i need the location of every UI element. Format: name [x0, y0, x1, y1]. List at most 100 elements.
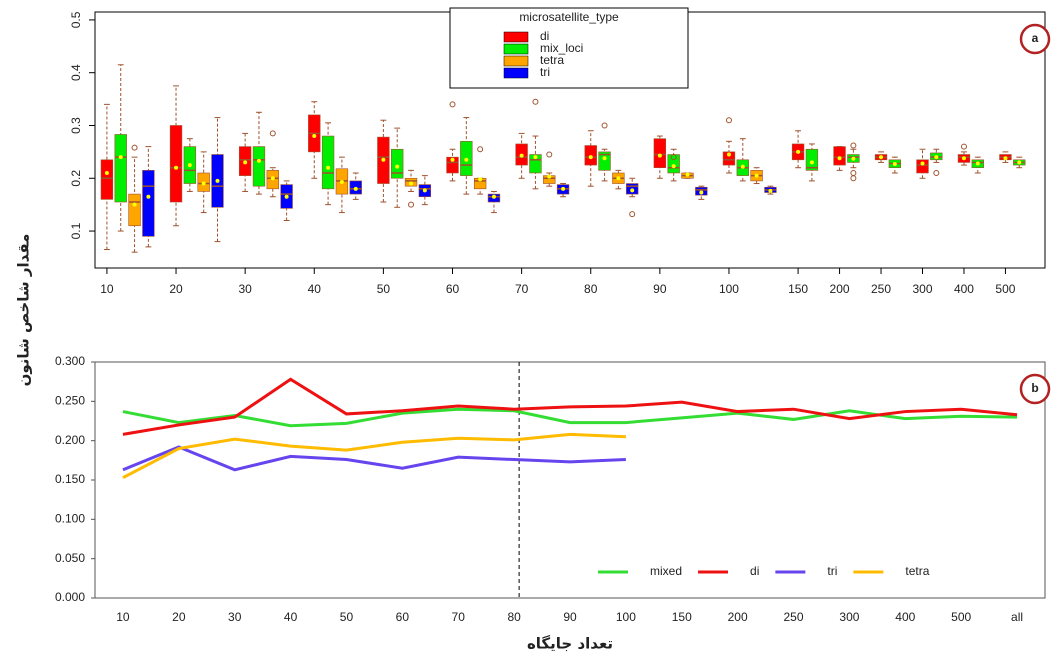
outlier — [850, 142, 857, 149]
x-tick-label: 10 — [100, 282, 114, 296]
badge: b — [1031, 381, 1038, 395]
x-tick-label: 500 — [995, 282, 1015, 296]
legend-swatch — [503, 55, 529, 67]
mean-point — [284, 194, 289, 199]
x-tick-label: 40 — [284, 610, 298, 624]
mean-point — [215, 178, 220, 183]
mean-point — [851, 156, 856, 161]
x-tick-label: 300 — [912, 282, 932, 296]
x-tick-label: 60 — [396, 610, 410, 624]
x-tick-label: 400 — [895, 610, 915, 624]
mean-point — [754, 173, 759, 178]
mean-point — [187, 163, 192, 168]
mean-point — [740, 164, 745, 169]
box — [833, 146, 846, 166]
box — [529, 154, 542, 174]
line-series — [122, 377, 1018, 436]
mean-point — [699, 190, 704, 195]
line-series — [122, 432, 626, 479]
y-tick-label: 0.2 — [69, 170, 83, 187]
mean-point — [809, 160, 814, 165]
y-tick-label: 0.4 — [69, 64, 83, 81]
x-tick-label: 150 — [672, 610, 692, 624]
x-tick-label: 60 — [446, 282, 460, 296]
x-tick-label: 70 — [452, 610, 466, 624]
outlier — [532, 98, 539, 105]
box — [252, 146, 266, 187]
mean-point — [450, 157, 455, 162]
line-series — [122, 407, 1018, 428]
outlier — [477, 146, 484, 153]
x-tick-label: 10 — [116, 610, 130, 624]
outlier — [449, 101, 456, 108]
mean-point — [409, 181, 414, 186]
badge-circle — [1019, 373, 1051, 405]
mean-point — [104, 170, 109, 175]
outlier — [960, 143, 967, 150]
y-tick-label: 0.250 — [55, 394, 85, 408]
mean-point — [934, 155, 939, 160]
outlier — [601, 122, 608, 129]
x-tick-label: 20 — [169, 282, 183, 296]
box — [598, 151, 611, 171]
y-tick-label: 0.3 — [69, 117, 83, 134]
x-tick-label: 90 — [653, 282, 667, 296]
x-tick-label: 50 — [377, 282, 391, 296]
outlier — [269, 130, 276, 137]
box — [722, 151, 736, 166]
legend-label: di — [750, 564, 759, 578]
mean-point — [1003, 156, 1008, 161]
x-tick-label: 400 — [954, 282, 974, 296]
mean-point — [243, 160, 248, 165]
box — [169, 125, 183, 203]
legend-label: mixed — [650, 564, 682, 578]
mean-point — [256, 158, 261, 163]
box — [667, 154, 680, 174]
y-tick-label: 0.050 — [55, 551, 85, 565]
mean-point — [201, 181, 206, 186]
mean-point — [671, 164, 676, 169]
y-axis-label: مقدار شاخص شانون — [15, 234, 33, 387]
legend-label: tri — [540, 65, 550, 79]
mean-point — [726, 152, 731, 157]
x-tick-label: 200 — [728, 610, 748, 624]
badge-circle — [1019, 23, 1051, 55]
mean-point — [588, 155, 593, 160]
box — [114, 134, 127, 203]
legend-label: mix_loci — [540, 41, 583, 55]
mean-point — [118, 155, 123, 160]
legend-box — [449, 7, 689, 89]
x-tick-label: 80 — [584, 282, 598, 296]
x-tick-label: 30 — [238, 282, 252, 296]
mean-point — [146, 194, 151, 199]
mean-point — [381, 157, 386, 162]
mean-point — [395, 164, 400, 169]
plot-border — [94, 361, 1046, 599]
mean-point — [975, 161, 980, 166]
x-tick-label: 40 — [308, 282, 322, 296]
outlier — [670, 154, 677, 161]
y-tick-label: 0.150 — [55, 472, 85, 486]
outlier — [408, 201, 415, 208]
x-tick-label: 30 — [228, 610, 242, 624]
mean-point — [519, 153, 524, 158]
mean-point — [657, 153, 662, 158]
box — [805, 148, 819, 171]
mean-point — [312, 134, 317, 139]
x-tick-label: 100 — [719, 282, 739, 296]
x-tick-label: 70 — [515, 282, 529, 296]
mean-point — [478, 177, 483, 182]
legend-title: microsatellite_type — [519, 10, 619, 24]
legend-swatch — [503, 31, 529, 43]
outlier — [629, 211, 636, 218]
x-tick-label: 200 — [830, 282, 850, 296]
legend-swatch — [503, 43, 529, 55]
x-tick-label: 250 — [784, 610, 804, 624]
outlier — [725, 117, 732, 124]
mean-point — [561, 186, 566, 191]
mean-point — [533, 155, 538, 160]
mean-point — [892, 162, 897, 167]
mean-point — [326, 165, 331, 170]
x-tick-label: 150 — [788, 282, 808, 296]
